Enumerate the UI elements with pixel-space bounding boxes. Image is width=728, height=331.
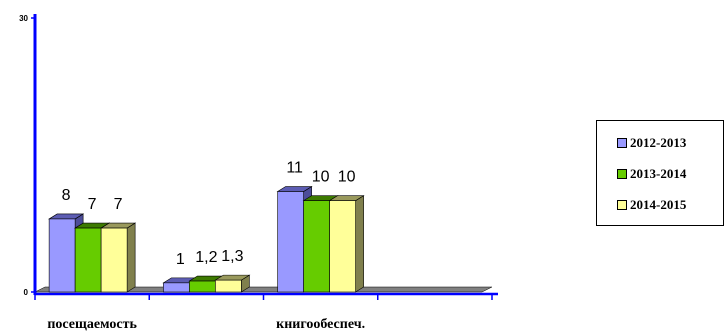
bar-2012-2013-1 <box>163 282 190 293</box>
data-label: 10 <box>312 169 330 186</box>
data-label: 11 <box>286 160 303 177</box>
legend-swatch <box>617 137 627 148</box>
legend-swatch <box>617 168 627 179</box>
legend-swatch <box>617 199 627 210</box>
x-category-label: посещаемость <box>47 317 137 331</box>
legend-item-2012-2013: 2012-2013 <box>617 127 723 158</box>
legend-label: 2014-2015 <box>630 196 687 212</box>
data-label: 7 <box>88 196 97 213</box>
bar-side <box>126 222 136 293</box>
bar-2012-2013-0 <box>48 218 76 293</box>
legend-item-2013-2014: 2013-2014 <box>617 158 723 189</box>
bar-2014-2015-0 <box>100 227 128 293</box>
data-label: 1,3 <box>221 248 243 265</box>
legend-label: 2013-2014 <box>630 165 687 181</box>
data-label: 7 <box>114 196 123 213</box>
legend-label: 2012-2013 <box>630 134 687 150</box>
bar-2012-2013-2 <box>277 191 304 293</box>
y-tick-label: 30 <box>19 14 28 23</box>
chart-legend: 2012-2013 2013-2014 2014-2015 <box>596 120 724 226</box>
bar-2013-2014-0 <box>74 227 102 293</box>
data-label: 10 <box>338 169 356 186</box>
x-category-label: книгообеспеч. <box>276 317 365 331</box>
y-tick-label: 0 <box>24 288 29 297</box>
data-label: 8 <box>62 187 71 204</box>
bar-2014-2015-1 <box>215 279 242 293</box>
legend-item-2014-2015: 2014-2015 <box>617 189 723 220</box>
data-label: 1 <box>176 251 185 268</box>
bar-2013-2014-2 <box>303 200 330 293</box>
bar-2014-2015-2 <box>329 200 356 293</box>
bar-side <box>355 195 364 293</box>
data-label: 1,2 <box>195 249 217 266</box>
bar-2013-2014-1 <box>189 280 216 293</box>
